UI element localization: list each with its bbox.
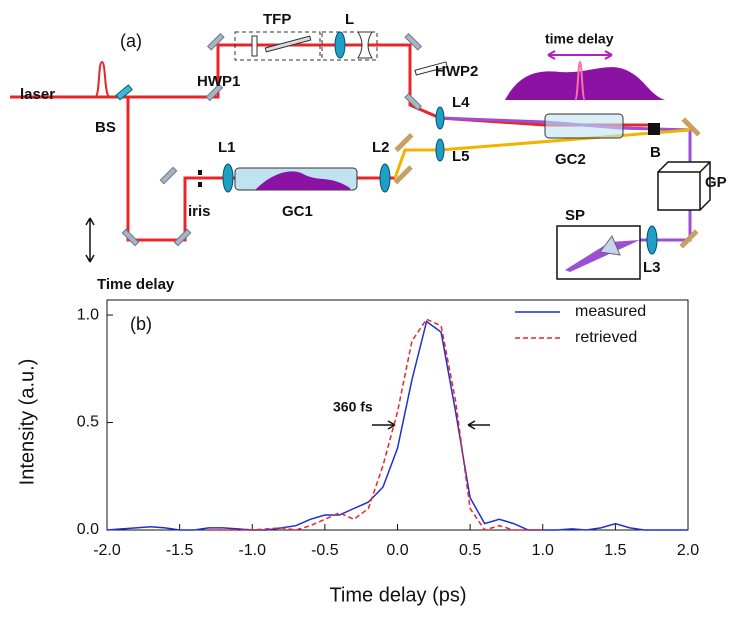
iris bbox=[198, 182, 202, 187]
label: L2 bbox=[372, 139, 390, 156]
y-tick-label: 1.0 bbox=[77, 306, 99, 323]
label: L4 bbox=[452, 94, 470, 111]
label: L bbox=[345, 11, 354, 28]
x-tick-label: 0.5 bbox=[459, 542, 481, 559]
label: HWP2 bbox=[435, 63, 478, 80]
legend-label: retrieved bbox=[575, 329, 637, 346]
label: SP bbox=[565, 207, 585, 224]
series-line bbox=[106, 320, 688, 531]
grating-prism bbox=[657, 161, 711, 211]
lens bbox=[646, 225, 658, 255]
pulse bbox=[574, 60, 586, 101]
x-tick-label: -2.0 bbox=[93, 542, 121, 559]
x-axis-title: Time delay (ps) bbox=[329, 584, 466, 606]
x-tick-label: 1.0 bbox=[532, 542, 554, 559]
fwhm-arrows bbox=[372, 420, 490, 430]
beam-splitter bbox=[115, 84, 133, 101]
mirror bbox=[394, 132, 414, 153]
x-tick-label: -1.5 bbox=[166, 542, 194, 559]
spectrum bbox=[505, 67, 665, 100]
label: BS bbox=[95, 119, 116, 136]
pulse bbox=[94, 60, 111, 98]
dispersed-light bbox=[565, 240, 640, 272]
arrow bbox=[85, 217, 95, 263]
label: L1 bbox=[218, 139, 236, 156]
waveplate bbox=[414, 61, 448, 76]
mirror bbox=[393, 165, 413, 185]
tfp-box bbox=[234, 31, 321, 61]
tfp bbox=[264, 35, 312, 53]
mirror bbox=[679, 229, 699, 249]
x-tick-label: 1.5 bbox=[604, 542, 626, 559]
x-tick-label: 0.0 bbox=[386, 542, 408, 559]
panel-label: (a) bbox=[120, 31, 142, 51]
label: Time delay bbox=[97, 276, 175, 293]
label: HWP1 bbox=[197, 73, 240, 90]
setup-diagram: (a) laser BS TFP L HWP1 HWP2 time delay … bbox=[10, 11, 727, 293]
mirror bbox=[404, 92, 423, 111]
x-tick-label: -1.0 bbox=[238, 542, 266, 559]
prism bbox=[599, 235, 621, 256]
x-tick-label: 2.0 bbox=[677, 542, 699, 559]
label: time delay bbox=[545, 31, 614, 47]
chart: (b) Time delay (ps) Intensity (a.u.) 360… bbox=[16, 299, 699, 606]
y-tick-label: 0.5 bbox=[77, 414, 99, 431]
beam bbox=[393, 128, 691, 179]
waveplate bbox=[251, 35, 258, 57]
label: GC2 bbox=[555, 151, 586, 168]
mirror bbox=[173, 228, 192, 247]
lens bbox=[379, 163, 391, 193]
mirror bbox=[404, 32, 423, 51]
lens bbox=[435, 138, 445, 162]
mirror bbox=[159, 166, 178, 185]
lens bbox=[357, 31, 373, 59]
label: laser bbox=[20, 86, 55, 103]
mirror bbox=[121, 228, 140, 247]
label: iris bbox=[188, 203, 211, 220]
beam-block bbox=[648, 123, 660, 135]
label: B bbox=[650, 144, 661, 161]
label: GC1 bbox=[282, 203, 313, 220]
mirror bbox=[205, 83, 224, 102]
arrow bbox=[547, 50, 613, 60]
label: TFP bbox=[263, 11, 291, 28]
mirror bbox=[206, 32, 225, 51]
panel-label: (b) bbox=[130, 314, 152, 334]
mirror bbox=[681, 117, 701, 137]
label: L5 bbox=[452, 148, 470, 165]
annotation: 360 fs bbox=[333, 399, 373, 415]
x-tick-label: -0.5 bbox=[311, 542, 339, 559]
lens bbox=[435, 106, 445, 130]
lens bbox=[222, 163, 234, 193]
gas-cell bbox=[544, 113, 624, 139]
y-axis-title: Intensity (a.u.) bbox=[16, 359, 38, 486]
iris bbox=[198, 170, 202, 175]
lens bbox=[334, 31, 346, 59]
legend-label: measured bbox=[575, 303, 646, 320]
spectrum bbox=[255, 171, 350, 190]
label: GP bbox=[705, 174, 727, 191]
y-tick-label: 0.0 bbox=[77, 521, 99, 538]
label: L3 bbox=[643, 259, 661, 276]
